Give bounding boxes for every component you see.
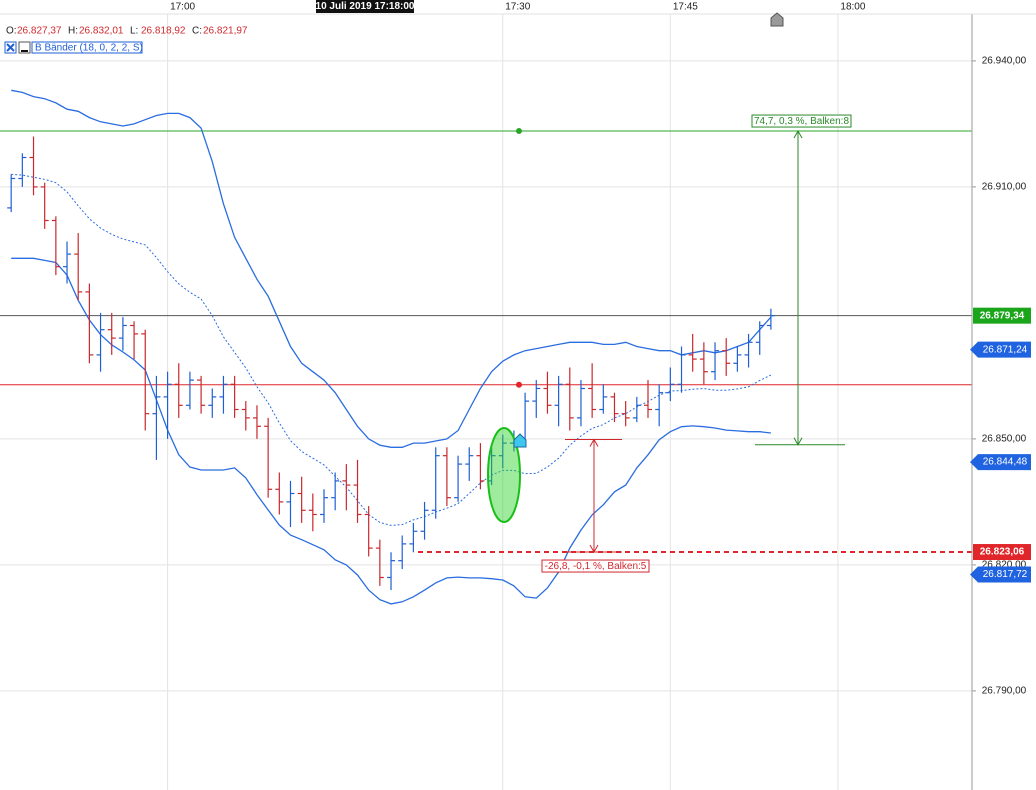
bollinger-band [11, 89, 772, 448]
x-tick-label: 17:00 [170, 2, 195, 13]
y-tick-label: 26.910,00 [982, 182, 1027, 193]
price-tag [970, 566, 1031, 583]
x-tick-label: 17:30 [505, 2, 530, 13]
price-tag-label: 26.823,06 [980, 547, 1025, 558]
plot: 74,7, 0,3 %, Balken:8 -26,8, -0,1 %, Balk… [0, 89, 972, 605]
price-tag-label: 26.844,48 [983, 457, 1028, 468]
measure-label: 74,7, 0,3 %, Balken:8 [754, 116, 850, 127]
info-label: H: [68, 26, 78, 37]
crosshair-label-bg [316, 0, 414, 13]
measure-label-box [751, 114, 852, 128]
price-tag-label: 26.879,34 [980, 310, 1025, 321]
bollinger-band [11, 257, 771, 605]
highlight-ellipse [487, 427, 521, 523]
x-tick-label: 18:00 [840, 2, 865, 13]
price-tag-label: 26.817,72 [983, 569, 1028, 580]
measure-arrowhead [793, 130, 803, 139]
price-tag [973, 307, 1031, 324]
info-value: 26.821,97 [203, 26, 248, 37]
y-tick-label: 26.850,00 [982, 434, 1027, 445]
top-marker [770, 12, 784, 27]
indicator-close-icon [6, 43, 15, 52]
info-value: 26.818,92 [141, 26, 186, 37]
bollinger-band [11, 173, 772, 526]
info-label: C: [192, 26, 202, 37]
indicator-minimize-box[interactable] [18, 41, 31, 54]
measure-label: -26,8, -0,1 %, Balken:5 [545, 561, 647, 572]
info-label: L: [130, 26, 138, 37]
price-tag [973, 544, 1031, 561]
header: O: 26.827,37 H: 26.832,01 L: 26.818,92 C: 26.82… [6, 26, 248, 37]
price-tag [970, 341, 1031, 358]
crosshair-label: 10 Juli 2019 17:18:00 [316, 1, 415, 12]
info-value: 26.827,37 [17, 26, 62, 37]
price-tag-label: 26.871,24 [983, 344, 1028, 355]
info-label: O: [6, 26, 17, 37]
x-tick-label: 17:45 [673, 2, 698, 13]
y-tick-label: 26.940,00 [982, 56, 1027, 67]
signal-marker[interactable] [513, 433, 527, 448]
price-tag [970, 454, 1031, 471]
level-dot [516, 128, 522, 135]
level-dot [516, 381, 522, 388]
measure-label-box [541, 559, 650, 573]
indicator-legend-box[interactable] [31, 41, 143, 54]
y-tick-label: 26.820,00 [982, 560, 1027, 571]
y-tick-label: 26.790,00 [982, 686, 1027, 697]
indicator-label: B Bänder (18, 0, 2, 2, S) [35, 43, 143, 54]
info-value: 26.832,01 [79, 26, 124, 37]
